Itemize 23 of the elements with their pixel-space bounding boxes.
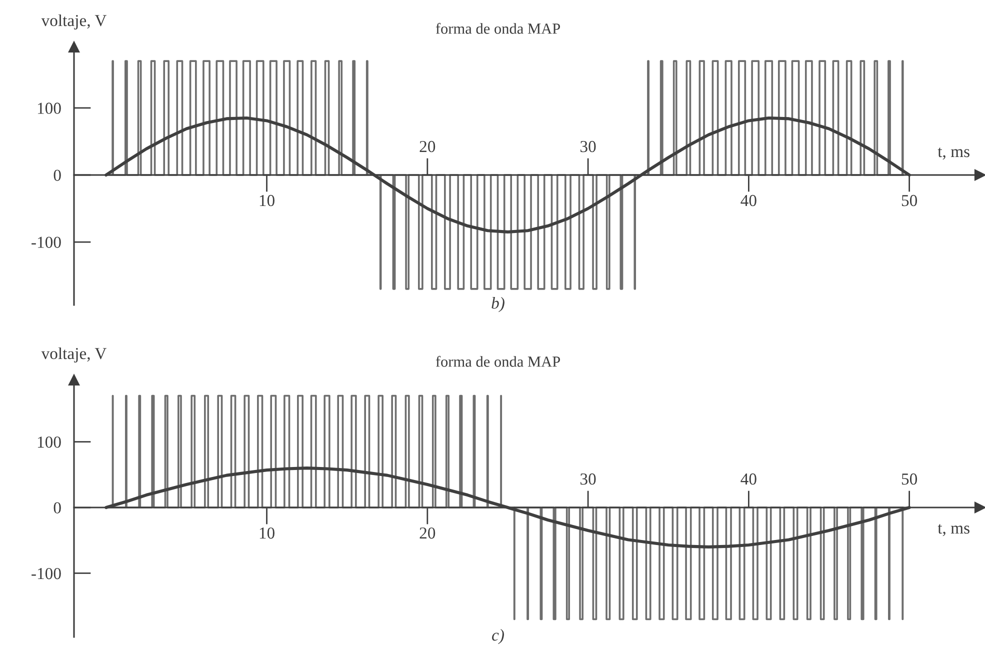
x2-tick-label: 40 (740, 473, 756, 485)
x-axis-title: t, ms (938, 524, 970, 536)
annotation: c) (492, 629, 504, 644)
annotation: b) (492, 297, 504, 312)
y-tick-label: 100 (38, 102, 61, 114)
x2-tick-label: 20 (420, 140, 436, 152)
y-tick-label: -100 (32, 236, 61, 248)
y-tick-label: 100 (38, 436, 61, 448)
x-axis-title: t, ms (938, 148, 970, 160)
x-tick-label: 10 (260, 194, 274, 206)
x2-tick-label: 30 (580, 140, 596, 152)
x-tick-label: 10 (260, 527, 274, 539)
x-tick-label: 40 (740, 194, 756, 206)
x-tick-label: 50 (902, 194, 918, 206)
x2-tick-label: 50 (902, 473, 918, 485)
x2-tick-label: 30 (580, 473, 596, 485)
y-axis-title: voltaje, V (41, 347, 107, 363)
chart-title: forma de onda MAP (436, 356, 560, 367)
y-tick-label: 0 (54, 170, 61, 181)
y-tick-label: 0 (54, 502, 61, 514)
y-tick-label: -100 (32, 568, 61, 580)
y-axis-title: voltaje, V (41, 14, 107, 30)
chart-title: forma de onda MAP (436, 22, 560, 34)
